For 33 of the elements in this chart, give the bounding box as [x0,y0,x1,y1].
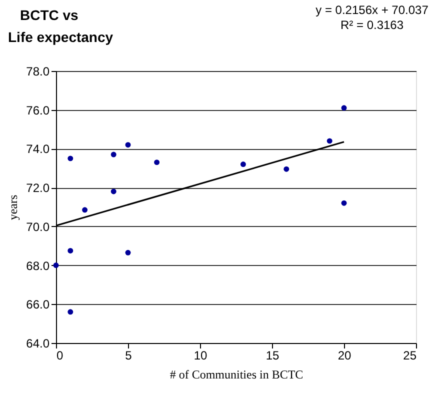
point [110,152,116,158]
point [341,105,347,111]
point [68,248,74,254]
y-tick-label: 74.0 [26,142,50,156]
y-tick-label: 68.0 [26,258,50,273]
point [240,162,246,167]
point [68,156,74,162]
point [284,166,290,172]
x-tick-label: 20 [338,348,352,362]
y-tick-label: 70.0 [26,220,50,234]
x-tick-label: 5 [125,348,132,362]
x-tick-label: 15 [266,348,280,362]
point [341,200,347,206]
x-axis-title: # of Communities in BCTC [170,368,304,382]
text: R² = 0.3163 [340,18,404,32]
point [125,142,131,148]
point [326,138,332,144]
point [110,188,116,194]
x-tick-label: 25 [403,348,417,362]
y-axis-title: years [6,194,20,220]
point [68,309,74,315]
y-tick-label: 72.0 [26,181,50,196]
point [125,250,131,256]
y-tick-label: 64.0 [26,336,50,350]
x-tick-label: 10 [194,348,208,362]
x-tick-label: 0 [56,348,64,362]
point [82,207,88,213]
y-tick-label: 66.0 [26,298,50,312]
y-tick-label: 78.0 [26,64,50,78]
point [154,160,160,166]
text: y = 0.2156x + 70.037 [316,3,429,17]
chart-title: BCTC vs Life expectancy [8,7,114,45]
y-tick-label: 76.0 [26,103,50,118]
